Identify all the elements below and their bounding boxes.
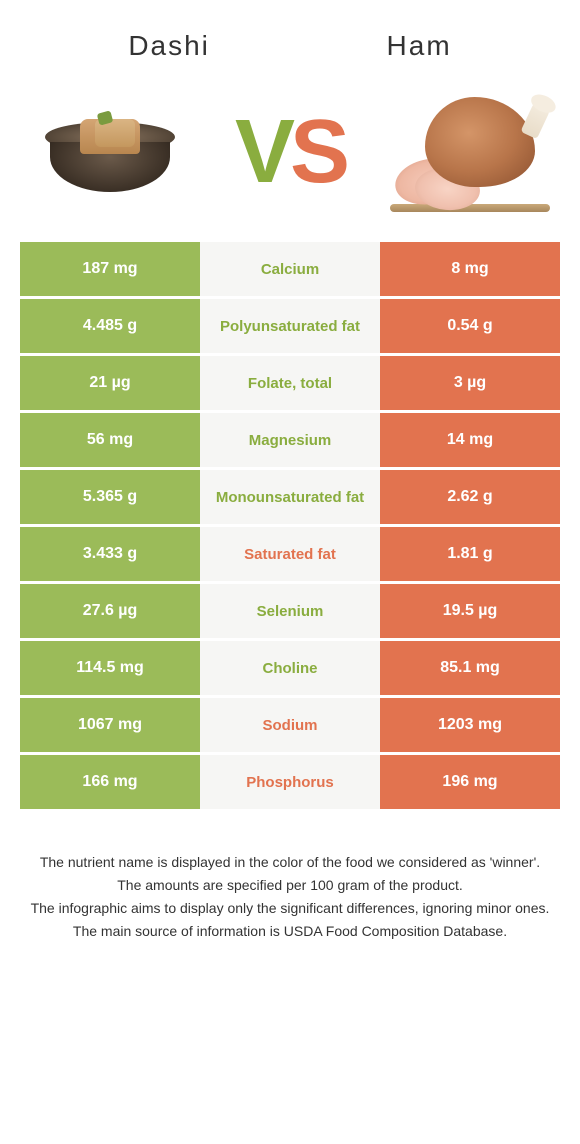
nutrient-label: Choline [200,641,380,695]
right-value: 2.62 g [380,470,560,524]
nutrient-label: Saturated fat [200,527,380,581]
left-food-title: Dashi [128,30,210,62]
left-value: 166 mg [20,755,200,809]
right-value: 19.5 µg [380,584,560,638]
nutrient-label: Calcium [200,242,380,296]
nutrient-row: 1067 mgSodium1203 mg [20,698,560,752]
right-value: 1.81 g [380,527,560,581]
nutrient-row: 187 mgCalcium8 mg [20,242,560,296]
right-value: 85.1 mg [380,641,560,695]
nutrient-row: 166 mgPhosphorus196 mg [20,755,560,809]
nutrient-table: 187 mgCalcium8 mg4.485 gPolyunsaturated … [20,242,560,809]
nutrient-label: Polyunsaturated fat [200,299,380,353]
dashi-image [30,92,190,212]
nutrient-label: Sodium [200,698,380,752]
right-value: 196 mg [380,755,560,809]
left-value: 56 mg [20,413,200,467]
right-value: 0.54 g [380,299,560,353]
nutrient-label: Phosphorus [200,755,380,809]
footer-notes: The nutrient name is displayed in the co… [0,812,580,964]
left-value: 4.485 g [20,299,200,353]
header: Dashi Ham [0,0,580,72]
left-value: 187 mg [20,242,200,296]
left-value: 1067 mg [20,698,200,752]
nutrient-label: Folate, total [200,356,380,410]
nutrient-row: 114.5 mgCholine85.1 mg [20,641,560,695]
nutrient-row: 4.485 gPolyunsaturated fat0.54 g [20,299,560,353]
footer-line: The infographic aims to display only the… [30,898,550,919]
ham-image [390,92,550,212]
nutrient-row: 56 mgMagnesium14 mg [20,413,560,467]
nutrient-row: 21 µgFolate, total3 µg [20,356,560,410]
right-food-title: Ham [387,30,452,62]
right-value: 1203 mg [380,698,560,752]
nutrient-label: Monounsaturated fat [200,470,380,524]
left-value: 27.6 µg [20,584,200,638]
left-value: 114.5 mg [20,641,200,695]
vs-row: VS [0,72,580,242]
vs-label: VS [235,107,345,197]
footer-line: The nutrient name is displayed in the co… [30,852,550,873]
nutrient-row: 5.365 gMonounsaturated fat2.62 g [20,470,560,524]
vs-s-letter: S [290,102,345,202]
footer-line: The amounts are specified per 100 gram o… [30,875,550,896]
vs-v-letter: V [235,102,290,202]
left-value: 5.365 g [20,470,200,524]
nutrient-label: Magnesium [200,413,380,467]
left-value: 21 µg [20,356,200,410]
nutrient-label: Selenium [200,584,380,638]
nutrient-row: 3.433 gSaturated fat1.81 g [20,527,560,581]
right-value: 8 mg [380,242,560,296]
left-value: 3.433 g [20,527,200,581]
right-value: 14 mg [380,413,560,467]
nutrient-row: 27.6 µgSelenium19.5 µg [20,584,560,638]
right-value: 3 µg [380,356,560,410]
footer-line: The main source of information is USDA F… [30,921,550,942]
